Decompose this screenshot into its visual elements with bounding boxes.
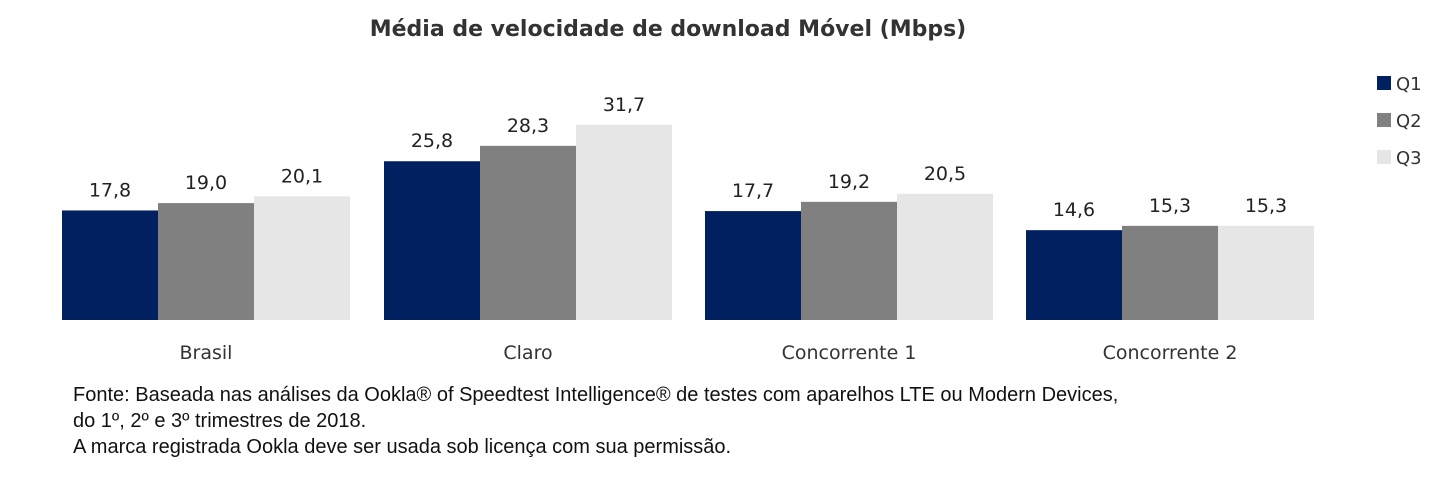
bar-brasil-q1 xyxy=(62,210,158,320)
legend-label-q3: Q3 xyxy=(1396,148,1422,169)
legend-swatch-q1 xyxy=(1377,76,1391,90)
legend-swatch-q2 xyxy=(1377,113,1391,127)
data-label: 17,7 xyxy=(732,180,774,202)
bar-concorrente-1-q3 xyxy=(897,193,993,320)
data-label: 20,5 xyxy=(924,163,966,185)
data-label: 15,3 xyxy=(1245,195,1287,217)
bar-chart: Média de velocidade de download Móvel (M… xyxy=(40,17,1422,364)
bar-brasil-q2 xyxy=(158,203,254,320)
category-label: Brasil xyxy=(180,342,233,364)
data-label: 15,3 xyxy=(1149,195,1191,217)
bar-concorrente-2-q3 xyxy=(1218,225,1314,320)
bars-layer xyxy=(40,124,1330,321)
data-label: 19,2 xyxy=(828,171,870,193)
footnote-line-1: Fonte: Baseada nas análises da Ookla® of… xyxy=(73,384,1119,406)
bar-concorrente-1-q1 xyxy=(705,211,801,320)
category-labels-layer: Brasil Claro Concorrente 1 Concorrente 2 xyxy=(180,342,1238,364)
bar-claro-q2 xyxy=(480,145,576,320)
bar-claro-q3 xyxy=(576,124,672,320)
category-label: Concorrente 2 xyxy=(1103,342,1238,364)
data-label: 14,6 xyxy=(1053,199,1095,221)
legend-swatch-q3 xyxy=(1377,150,1391,164)
footnote-line-2: do 1º, 2º e 3º trimestres de 2018. xyxy=(73,410,367,432)
data-label: 25,8 xyxy=(411,130,453,152)
data-label: 31,7 xyxy=(603,94,645,116)
bar-concorrente-2-q1 xyxy=(1026,230,1122,320)
data-label: 17,8 xyxy=(89,179,131,201)
bar-concorrente-2-q2 xyxy=(1122,225,1218,320)
data-label: 28,3 xyxy=(507,115,549,137)
footnote-line-3: A marca registrada Ookla deve ser usada … xyxy=(73,436,732,458)
source-footnote: Fonte: Baseada nas análises da Ookla® of… xyxy=(73,382,1118,460)
bar-concorrente-1-q2 xyxy=(801,201,897,320)
category-label: Claro xyxy=(503,342,552,364)
bar-claro-q1 xyxy=(384,161,480,320)
category-label: Concorrente 1 xyxy=(782,342,917,364)
legend-label-q2: Q2 xyxy=(1396,111,1422,132)
data-label: 19,0 xyxy=(185,172,227,194)
data-labels-layer: 17,8 19,0 20,1 25,8 28,3 31,7 17,7 19,2 20,5 14,6… xyxy=(89,94,1287,221)
chart-title: Média de velocidade de download Móvel (M… xyxy=(370,17,967,42)
legend: Q1 Q2 Q3 xyxy=(1377,74,1422,169)
data-label: 20,1 xyxy=(281,165,323,187)
legend-label-q1: Q1 xyxy=(1396,74,1422,95)
bar-brasil-q3 xyxy=(254,196,350,320)
